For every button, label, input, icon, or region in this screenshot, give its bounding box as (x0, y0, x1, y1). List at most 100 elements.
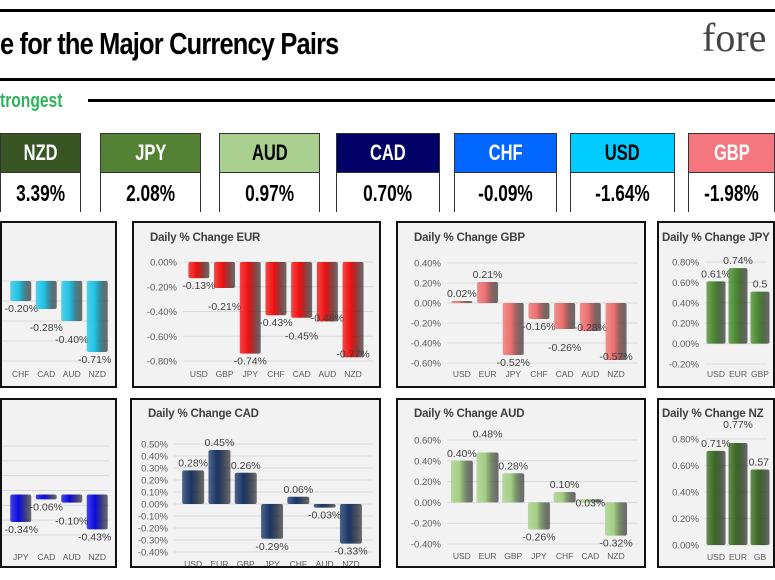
data-label: -0.06% (30, 501, 63, 513)
data-label: -0.32% (599, 538, 632, 550)
currency-box-gbp: GBP -1.98% (688, 133, 775, 213)
currency-code: GBP (689, 134, 774, 173)
y-tick-label: 0.00% (414, 498, 441, 509)
data-label: -0.45% (285, 331, 318, 343)
x-tick-label: NZD (344, 369, 361, 379)
bar-nzd (605, 502, 628, 536)
x-tick-label: CHF (267, 369, 284, 379)
currency-change-text: 2.08% (126, 179, 175, 206)
x-tick-label: CAD (293, 369, 311, 379)
currency-change: 0.70% (337, 173, 439, 213)
bar-usd (706, 281, 726, 344)
bar-gbp (502, 473, 525, 503)
bar-aud (579, 303, 601, 331)
data-label: -0.71% (78, 354, 111, 366)
y-tick-label: 0.00% (672, 541, 699, 552)
x-tick-label: AUD (63, 369, 81, 379)
x-tick-label: GBP (237, 559, 255, 566)
x-tick-label: CHF (12, 369, 29, 379)
currency-box-chf: CHF -0.09% (454, 133, 557, 213)
x-tick-label: NZD (89, 369, 106, 379)
chart-title: Daily % Change NZ (662, 408, 764, 420)
y-tick-label: -0.60% (411, 359, 442, 370)
currency-code: CAD (337, 134, 439, 173)
data-label: -0.21% (208, 301, 241, 313)
data-label: 0.77% (723, 419, 753, 431)
x-tick-label: NZD (607, 551, 624, 561)
bar-usd (451, 301, 473, 303)
y-tick-label: 0.80% (672, 258, 699, 269)
bar-chf (287, 496, 310, 504)
y-tick-label: -0.20% (669, 360, 700, 371)
currency-box-aud: AUD 0.97% (219, 133, 320, 213)
currency-code-text: GBP (713, 140, 750, 165)
data-label: -0.13% (182, 280, 215, 292)
y-tick-label: 0.40% (672, 488, 699, 499)
y-tick-label: -0.10% (138, 512, 169, 523)
bar-gbp (234, 472, 257, 504)
data-label: 0.06% (283, 484, 313, 496)
bar-chart: JPY CAD AUD NZD -0.34% -0.06% -0.10% -0.43% (2, 445, 111, 562)
currency-code: CHF (455, 134, 556, 173)
data-label: 0.71% (701, 438, 731, 450)
bar-chart: 0.60% 0.40% 0.20% 0.00% -0.20% -0.40% USD EUR GB… (411, 428, 638, 561)
bar-aud (316, 262, 338, 322)
x-tick-label: EUR (729, 369, 747, 379)
y-tick-label: 0.20% (672, 319, 699, 330)
x-tick-label: NZD (89, 552, 106, 562)
bar-eur (728, 268, 748, 344)
chart-title: Daily % Change GBP (414, 232, 525, 244)
x-tick-label: CAD (37, 369, 55, 379)
bar-cad (35, 281, 57, 309)
data-label: 0.45% (205, 437, 235, 449)
bar-chart: 0.40% 0.20% 0.00% -0.20% -0.40% -0.60% USD EUR J… (411, 259, 638, 379)
y-tick-label: -0.20% (138, 524, 169, 535)
bar-chart: 0.50%0.40%0.30%0.20%0.10%0.00%-0.10%-0.2… (138, 437, 373, 566)
y-tick-label: 0.20% (672, 514, 699, 525)
currency-change-text: -1.64% (595, 179, 650, 206)
y-tick-label: 0.00% (150, 258, 177, 269)
bar-eur (208, 450, 231, 504)
bar-usd (706, 450, 726, 545)
currency-change: -1.64% (571, 173, 674, 213)
currency-change: 2.08% (101, 173, 200, 213)
bar-jpy (261, 504, 284, 539)
x-tick-label: USD (707, 552, 725, 562)
y-tick-label: 0.60% (414, 436, 441, 447)
data-label: -0.28% (30, 322, 63, 334)
x-tick-label: AUD (63, 552, 81, 562)
data-label: 0.28% (178, 457, 208, 469)
y-tick-label: 0.40% (414, 456, 441, 467)
x-tick-label: CHF (290, 559, 307, 566)
bar-nzd (86, 494, 108, 530)
data-label: -0.48% (311, 312, 344, 324)
bar-cad (579, 499, 602, 503)
data-label: -0.28% (574, 322, 607, 334)
bar-jpy (527, 502, 550, 530)
data-label: 0.74% (723, 255, 753, 267)
x-tick-label: AUD (318, 369, 336, 379)
bar-usd (182, 470, 205, 504)
x-tick-label: AUD (316, 559, 334, 566)
bar-usd (188, 262, 210, 279)
currency-change-text: 0.97% (245, 179, 294, 206)
x-tick-label: NZD (607, 369, 624, 379)
bar-chart: 0.80% 0.60% 0.40% 0.20% 0.00% -0.20% USD EUR GBP… (669, 255, 770, 379)
x-tick-label: JPY (242, 369, 258, 379)
y-tick-label: -0.40% (411, 339, 442, 350)
data-label: -0.26% (548, 342, 581, 354)
currency-code-text: CAD (370, 140, 406, 165)
y-tick-label: 0.40% (141, 452, 168, 463)
bar-nzd (339, 504, 362, 544)
y-tick-label: 0.00% (672, 339, 699, 350)
chart-title: Daily % Change CAD (148, 408, 259, 420)
y-tick-label: -0.80% (147, 357, 178, 368)
data-label: -0.10% (55, 516, 88, 528)
bar-aud (313, 504, 336, 508)
data-label: 0.57 (749, 456, 770, 468)
y-tick-label: -0.60% (147, 332, 178, 343)
currency-change: -1.98% (689, 173, 774, 213)
data-label: -0.16% (522, 321, 555, 333)
x-tick-label: USD (453, 369, 471, 379)
y-tick-label: -0.40% (147, 307, 178, 318)
